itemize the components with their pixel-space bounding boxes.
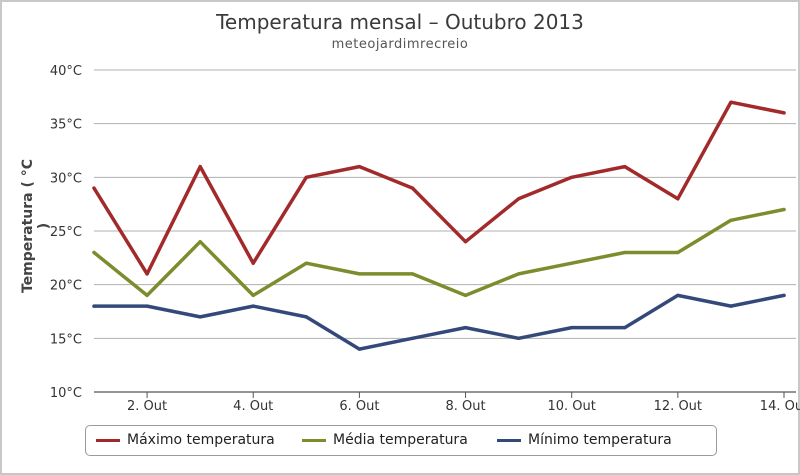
series-line-min — [92, 293, 786, 351]
data-point — [304, 175, 308, 179]
legend-label-min: Mínimo temperatura — [528, 432, 672, 448]
data-point — [198, 315, 202, 319]
x-tick-label: 8. Out — [445, 399, 485, 414]
data-point — [517, 336, 521, 340]
legend-swatch-max — [96, 439, 120, 442]
data-point — [198, 165, 202, 169]
data-point — [570, 261, 574, 265]
legend: Máximo temperatura Média temperatura Mín… — [85, 425, 717, 456]
x-tick-label: 12. Out — [654, 399, 702, 414]
data-point — [729, 100, 733, 104]
data-point — [92, 304, 96, 308]
data-point — [676, 197, 680, 201]
data-point — [145, 272, 149, 276]
data-point — [623, 250, 627, 255]
data-point — [517, 197, 521, 201]
legend-swatch-avg — [302, 439, 326, 442]
x-tick-label: 10. Out — [547, 399, 595, 414]
data-point — [304, 315, 308, 319]
data-point — [251, 304, 255, 308]
data-point — [782, 111, 786, 115]
data-point — [463, 240, 468, 244]
data-point — [357, 272, 361, 276]
data-point — [304, 261, 308, 265]
data-point — [729, 218, 733, 222]
y-tick-label: 25°C — [50, 225, 82, 240]
y-tick-label: 20°C — [50, 279, 82, 294]
series-line-max — [92, 100, 786, 276]
data-point — [623, 326, 627, 330]
data-point — [357, 165, 361, 169]
data-point — [251, 293, 255, 297]
data-point — [198, 240, 202, 244]
x-tick-label: 6. Out — [339, 399, 379, 414]
data-point — [623, 165, 627, 169]
x-tick-label: 4. Out — [233, 399, 273, 414]
data-point — [145, 304, 149, 308]
data-point — [410, 272, 415, 276]
y-tick-label: 10°C — [50, 386, 82, 401]
data-point — [251, 261, 255, 265]
data-point — [463, 326, 468, 330]
data-point — [782, 293, 786, 297]
data-point — [729, 304, 733, 308]
data-point — [570, 326, 574, 330]
data-point — [410, 336, 415, 340]
data-point — [357, 347, 361, 351]
data-point — [782, 207, 786, 212]
data-point — [676, 293, 680, 297]
chart-subtitle: meteojardimrecreio — [331, 37, 469, 52]
data-point — [570, 175, 574, 179]
x-tick-label: 2. Out — [127, 399, 167, 414]
legend-label-max: Máximo temperatura — [127, 432, 275, 448]
y-tick-label: 30°C — [50, 171, 82, 186]
data-point — [410, 186, 415, 190]
data-point — [463, 293, 468, 297]
y-tick-label: 35°C — [50, 118, 82, 133]
legend-swatch-min — [497, 439, 521, 442]
legend-label-avg: Média temperatura — [333, 432, 468, 448]
y-tick-label: 40°C — [50, 64, 82, 79]
data-point — [517, 272, 521, 276]
y-tick-label: 15°C — [50, 332, 82, 347]
x-tick-label: 14. Out — [760, 399, 800, 414]
data-point — [145, 293, 149, 297]
series-line-avg — [92, 207, 786, 298]
data-point — [92, 250, 96, 255]
data-point — [676, 250, 680, 255]
chart-title: Temperatura mensal – Outubro 2013 — [216, 10, 584, 34]
data-point — [92, 186, 96, 190]
